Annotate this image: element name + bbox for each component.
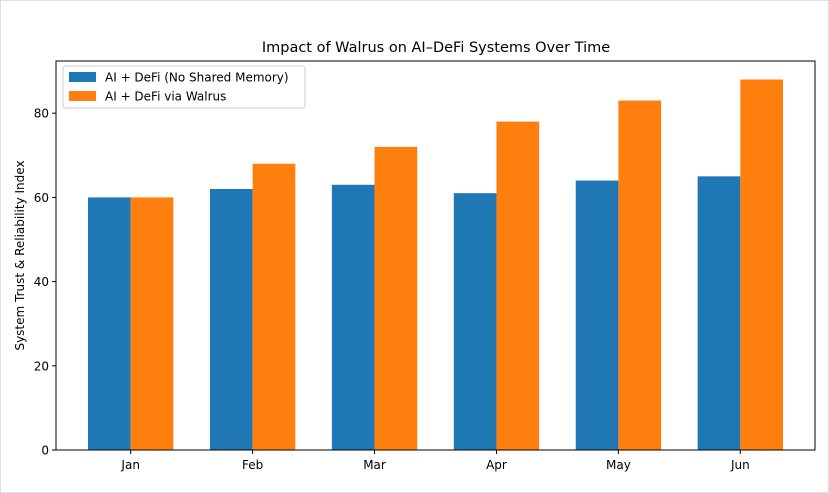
bar-no-shared-memory-feb: [209, 188, 253, 451]
chart-title: Impact of Walrus on AI–DeFi Systems Over…: [262, 40, 610, 56]
x-axis: Jan Feb Mar Apr May Jun: [120, 450, 750, 472]
legend-entry-label: AI + DeFi via Walrus: [105, 90, 226, 104]
bar-walrus-apr: [496, 121, 540, 450]
legend-box: [62, 65, 306, 109]
plot-area-frame: [55, 60, 816, 451]
x-tick-label-may: May: [606, 458, 631, 472]
bar-walrus-jun: [740, 79, 783, 451]
bar-walrus-mar: [374, 146, 418, 450]
x-tick-label-mar: Mar: [363, 458, 386, 472]
bar-no-shared-memory-may: [575, 180, 619, 450]
legend-entry-label: AI + DeFi (No Shared Memory): [105, 71, 289, 85]
legend-swatch: [69, 72, 96, 82]
y-tick-label: 60: [34, 191, 49, 205]
y-tick-label: 20: [34, 359, 49, 373]
bar-walrus-may: [618, 100, 662, 450]
bar-walrus-jan: [130, 197, 174, 450]
bar-no-shared-memory-jun: [697, 176, 741, 450]
y-axis-label: System Trust & Reliability Index: [13, 160, 27, 350]
y-tick-label: 40: [34, 275, 49, 289]
y-tick-label: 80: [34, 107, 49, 121]
x-tick-label-jun: Jun: [730, 458, 750, 472]
y-axis: 0 20 40 60 80: [34, 107, 56, 458]
legend: AI + DeFi (No Shared Memory) AI + DeFi vi…: [62, 65, 306, 109]
x-tick-label-jan: Jan: [120, 458, 140, 472]
x-tick-label-apr: Apr: [486, 458, 507, 472]
y-tick-label: 0: [41, 444, 49, 458]
bar-no-shared-memory-jan: [88, 197, 131, 450]
x-tick-label-feb: Feb: [242, 458, 263, 472]
bars-group: [88, 79, 783, 451]
bar-walrus-feb: [252, 163, 296, 450]
legend-swatch: [69, 91, 96, 101]
bar-no-shared-memory-apr: [453, 193, 497, 451]
bar-no-shared-memory-mar: [331, 184, 375, 451]
